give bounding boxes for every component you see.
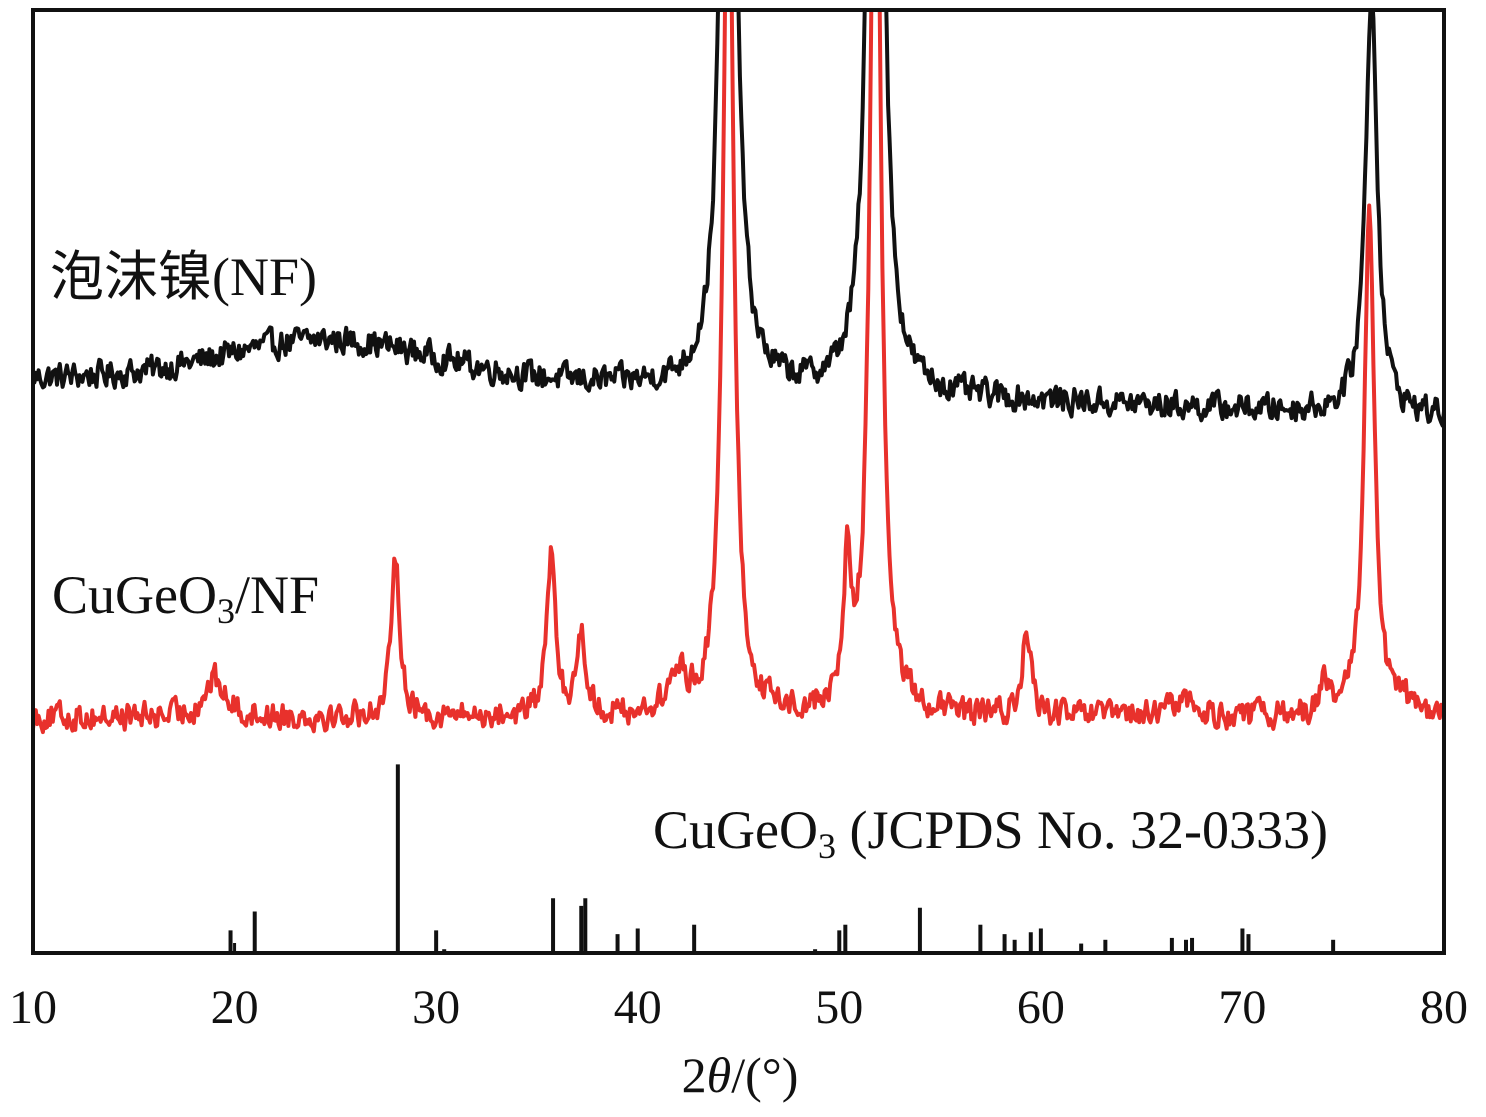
reference-label-suffix: (JCPDS No. 32-0333) bbox=[836, 800, 1328, 860]
x-tick-label: 60 bbox=[1017, 981, 1065, 1034]
x-axis-label-suffix: /(°) bbox=[731, 1047, 798, 1103]
x-axis-label-symbol: θ bbox=[707, 1047, 732, 1103]
x-tick-label: 80 bbox=[1420, 981, 1468, 1034]
x-tick-label: 20 bbox=[211, 981, 259, 1034]
x-tick-label: 40 bbox=[614, 981, 662, 1034]
series-label-cugeo3-nf-main: CuGeO bbox=[52, 565, 217, 625]
x-tick-label: 10 bbox=[9, 981, 57, 1034]
x-axis-label: 2θ/(°) bbox=[682, 1047, 799, 1103]
series-label-nf: 泡沫镍(NF) bbox=[50, 247, 317, 307]
series-label-cugeo3-nf: CuGeO3/NF bbox=[52, 565, 319, 631]
series-line-cugeo3-nf bbox=[33, 10, 1444, 735]
series-label-cugeo3-nf-suffix: /NF bbox=[235, 565, 319, 625]
plot-frame bbox=[31, 8, 1446, 955]
series-lines bbox=[33, 10, 1444, 735]
x-axis-ticks: 10 20 30 40 50 60 70 80 bbox=[9, 943, 1468, 1034]
x-axis-label-prefix: 2 bbox=[682, 1047, 707, 1103]
reference-label-main: CuGeO bbox=[653, 800, 818, 860]
series-line-nf bbox=[33, 10, 1444, 428]
reference-label: CuGeO3 (JCPDS No. 32-0333) bbox=[653, 800, 1328, 866]
x-tick-label: 50 bbox=[815, 981, 863, 1034]
series-label-cugeo3-nf-sub: 3 bbox=[217, 591, 235, 631]
x-tick-label: 30 bbox=[412, 981, 460, 1034]
reference-label-sub: 3 bbox=[818, 826, 836, 866]
x-tick-label: 70 bbox=[1218, 981, 1266, 1034]
